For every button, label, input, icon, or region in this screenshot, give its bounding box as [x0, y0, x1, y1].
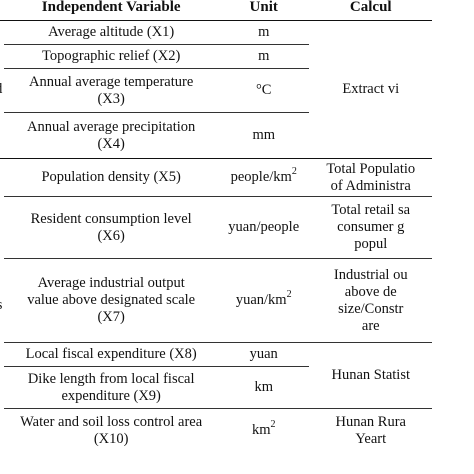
- calc-population: Total Populatio of Administra: [309, 158, 432, 197]
- header-row: ver Independent Variable Unit Calcul: [0, 0, 432, 21]
- calc-extract: Extract vi: [309, 20, 432, 159]
- unit-cell: yuan/people: [217, 196, 310, 259]
- header-layer: ver: [0, 0, 5, 21]
- unit-cell: km2: [251, 419, 276, 439]
- table-row: d Average altitude (X1) m Extract vi: [0, 20, 432, 159]
- table-row: Local fiscal expenditure (X8) yuan Hunan…: [0, 342, 432, 409]
- header-calc: Calcul: [309, 0, 432, 21]
- header-variable: Independent Variable: [4, 0, 218, 21]
- table-row: Annual average temperature (X3) °C: [0, 68, 432, 113]
- calc-industrial: Industrial ou above de size/Constr are: [309, 258, 432, 343]
- calc-hunan-statistical: Hunan Statist: [309, 342, 432, 409]
- variable-cell: Average industrial output value above des…: [4, 258, 218, 343]
- variable-cell: Resident consumption level (X6): [4, 196, 218, 259]
- unit-cell: yuan/km2: [217, 258, 310, 343]
- table-row: Dike length from local fiscal expenditure…: [0, 366, 432, 409]
- variable-cell: Topographic relief (X2): [4, 44, 218, 69]
- table-row: Topographic relief (X2) m: [0, 44, 432, 69]
- table-row: ors Population density (X5) people/km2 T…: [0, 158, 432, 313]
- group-label-natural: d: [0, 20, 5, 159]
- group-label-human: ors: [0, 159, 4, 453]
- unit-cell: km: [217, 366, 310, 409]
- unit-cell: °C: [217, 68, 310, 113]
- calc-retail: Total retail sa consumer g popul: [309, 196, 432, 259]
- table-row: Resident consumption level (X6) yuan/peop…: [0, 196, 432, 259]
- table-row: Annual average precipitation (X4) mm: [0, 112, 432, 159]
- unit-cell: yuan: [217, 342, 310, 367]
- table-row: Water and soil loss control area (X10) km…: [0, 409, 432, 453]
- unit-cell: m: [217, 20, 310, 45]
- unit-cell: mm: [217, 112, 310, 159]
- variables-table: ver Independent Variable Unit Calcul d A…: [0, 0, 432, 453]
- variable-cell: Water and soil loss control area (X10): [20, 413, 203, 447]
- calc-hunan-rural: Hunan Rura Yeart: [335, 413, 406, 447]
- variable-cell: Local fiscal expenditure (X8): [4, 342, 218, 367]
- variable-cell: Average altitude (X1): [4, 20, 218, 45]
- variable-cell: Annual average temperature (X3): [4, 68, 218, 113]
- unit-cell: people/km2: [217, 158, 310, 197]
- variable-cell: Dike length from local fiscal expenditure…: [4, 366, 218, 409]
- variable-cell: Population density (X5): [4, 158, 218, 197]
- unit-cell: m: [217, 44, 310, 69]
- header-unit: Unit: [217, 0, 310, 21]
- variable-cell: Annual average precipitation (X4): [4, 112, 218, 159]
- table-row: Average industrial output value above des…: [0, 258, 432, 343]
